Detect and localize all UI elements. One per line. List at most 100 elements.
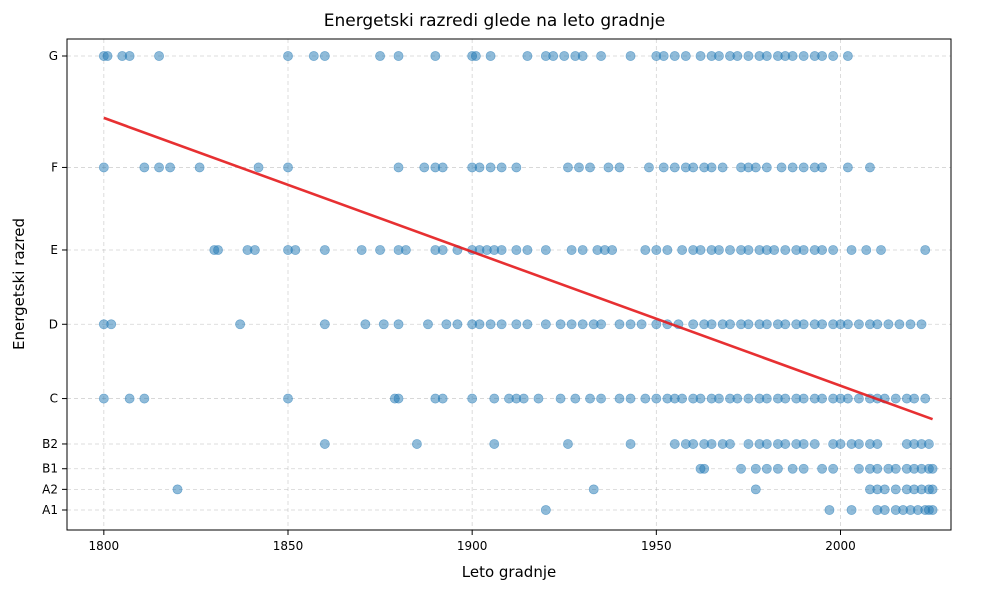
data-point (165, 162, 176, 173)
data-point (566, 319, 577, 330)
data-point (714, 393, 724, 404)
data-point (842, 393, 853, 404)
data-point (614, 393, 625, 404)
data-point (761, 439, 772, 449)
data-point (496, 319, 507, 330)
data-point (319, 245, 330, 255)
data-point (640, 393, 651, 404)
data-point (842, 162, 853, 173)
data-point (828, 245, 839, 255)
data-point (596, 319, 606, 330)
data-point (669, 162, 680, 173)
data-point (879, 484, 890, 495)
data-point (890, 484, 901, 495)
data-point (467, 393, 478, 404)
data-point (603, 162, 614, 173)
data-point (750, 162, 761, 173)
data-point (474, 162, 485, 173)
data-point (817, 319, 827, 330)
data-point (375, 245, 385, 255)
data-point (787, 463, 798, 474)
data-point (423, 319, 433, 330)
data-point (854, 463, 864, 474)
data-point (614, 162, 625, 173)
data-point (876, 245, 886, 255)
x-axis-ticks: 1800 1850 1900 1950 2000 (89, 530, 856, 553)
data-point (706, 162, 717, 173)
data-point (854, 319, 864, 330)
data-point (485, 162, 496, 173)
data-point (890, 393, 901, 404)
data-point (725, 245, 735, 255)
data-point (400, 245, 411, 255)
data-point (658, 51, 669, 61)
data-point (846, 245, 857, 255)
data-point (496, 245, 507, 255)
data-point (548, 51, 559, 61)
data-point (625, 439, 636, 449)
data-point (817, 162, 827, 173)
data-point (356, 245, 367, 255)
data-point (375, 51, 385, 61)
data-point (890, 463, 901, 474)
data-point (743, 245, 754, 255)
data-point (253, 162, 264, 173)
data-point (559, 51, 570, 61)
data-point (872, 319, 883, 330)
data-point (651, 245, 662, 255)
data-point (817, 245, 827, 255)
data-point (124, 393, 135, 404)
data-point (761, 51, 772, 61)
data-point (570, 393, 581, 404)
data-point (695, 245, 706, 255)
data-point (378, 319, 389, 330)
data-point (924, 439, 934, 449)
data-point (677, 393, 688, 404)
data-point (725, 319, 735, 330)
data-point (865, 162, 875, 173)
data-point (393, 51, 404, 61)
data-point (625, 51, 636, 61)
data-point (283, 393, 293, 404)
data-point (920, 245, 931, 255)
data-point (511, 319, 522, 330)
x-tick-label: 1950 (641, 539, 672, 553)
data-point (533, 393, 544, 404)
data-point (470, 51, 481, 61)
data-point (780, 245, 791, 255)
data-point (522, 319, 533, 330)
data-point (283, 51, 293, 61)
data-point (474, 319, 485, 330)
data-point (319, 51, 330, 61)
data-point (585, 162, 595, 173)
data-point (677, 245, 688, 255)
data-point (430, 51, 441, 61)
data-point (787, 51, 798, 61)
data-point (651, 393, 662, 404)
data-point (139, 162, 150, 173)
data-point (290, 245, 301, 255)
data-point (927, 484, 938, 495)
data-point (761, 319, 772, 330)
data-point (154, 162, 164, 173)
data-point (854, 439, 864, 449)
data-point (879, 505, 890, 515)
data-point (750, 484, 761, 495)
data-point (916, 319, 927, 330)
data-point (566, 245, 577, 255)
data-point (574, 162, 584, 173)
data-point (798, 393, 809, 404)
data-point (441, 319, 452, 330)
data-point (393, 319, 404, 330)
data-point (927, 463, 938, 474)
data-point (714, 245, 724, 255)
data-point (688, 439, 699, 449)
data-point (699, 463, 710, 474)
data-point (894, 319, 905, 330)
data-point (154, 51, 164, 61)
data-point (772, 463, 783, 474)
data-point (540, 245, 551, 255)
data-point (412, 439, 422, 449)
data-point (706, 439, 717, 449)
data-point (780, 319, 791, 330)
